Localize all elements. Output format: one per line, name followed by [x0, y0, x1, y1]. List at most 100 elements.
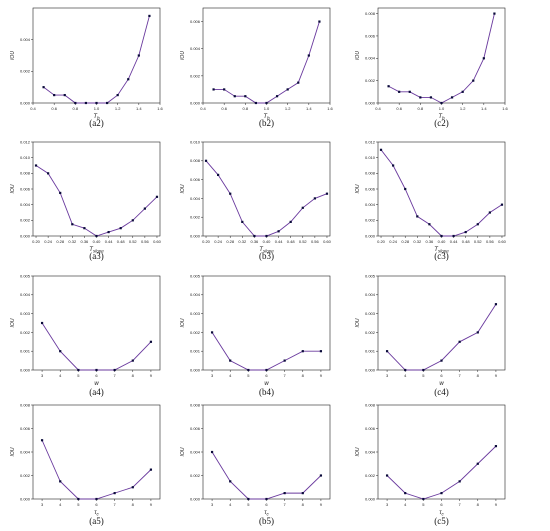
y-tick-label: 0.008: [365, 11, 376, 16]
data-point: [265, 368, 268, 372]
x-tick-label: 0.6: [51, 106, 57, 111]
x-tick-label: 6: [440, 502, 443, 507]
data-point: [422, 368, 425, 372]
series-line: [205, 160, 328, 237]
data-point: [404, 492, 407, 495]
data-point: [472, 79, 475, 82]
panel-label: (a2): [89, 118, 104, 128]
x-tick-label: 0.24: [44, 239, 53, 244]
x-axis-label: w: [94, 381, 99, 387]
x-axis-label-main: T: [93, 114, 98, 120]
y-tick-label: 0.005: [20, 273, 31, 278]
data-point: [105, 101, 109, 105]
x-tick-label: 0.28: [226, 239, 235, 244]
data-point: [476, 331, 479, 334]
data-point: [398, 90, 401, 93]
x-tick-label: 4: [404, 373, 407, 378]
data-point: [387, 85, 390, 88]
data-point: [392, 164, 395, 167]
data-point: [77, 497, 80, 501]
data-point: [116, 93, 119, 97]
x-axis-label-main: T: [263, 114, 268, 120]
y-tick-label: 0.002: [20, 69, 31, 74]
x-axis-label: τc: [439, 510, 444, 517]
y-tick-label: 0.008: [365, 171, 376, 176]
panel-label: (c5): [434, 516, 449, 526]
x-tick-label: 0.44: [105, 239, 114, 244]
data-point: [40, 321, 44, 325]
x-tick-label: 0.56: [141, 239, 150, 244]
x-tick-label: 0.48: [117, 239, 126, 244]
data-point: [59, 350, 62, 353]
y-tick-label: 0.004: [20, 449, 31, 454]
x-tick-label: 1.2: [460, 106, 466, 111]
x-tick-label: 6: [265, 373, 268, 378]
x-tick-label: 3: [386, 502, 389, 507]
x-tick-label: 8: [302, 373, 305, 378]
y-tick-label: 0.004: [365, 202, 376, 207]
y-tick-label: 0.010: [190, 139, 201, 144]
data-point: [416, 215, 419, 218]
y-tick-label: 0.002: [365, 218, 376, 223]
x-tick-label: 1.6: [502, 106, 508, 111]
x-tick-label: 6: [95, 502, 98, 507]
x-tick-label: 0.40: [438, 239, 447, 244]
y-tick-label: 0.000: [190, 367, 201, 372]
x-axis-label-main: w: [439, 381, 444, 387]
data-point: [131, 359, 134, 362]
x-axis-label-main: T: [434, 247, 439, 253]
panel-label: (c2): [434, 118, 449, 128]
plot-frame: [202, 7, 331, 104]
x-tick-label: 9: [495, 373, 498, 378]
x-tick-label: 0.48: [287, 239, 296, 244]
y-tick-label: 0.002: [365, 330, 376, 335]
data-point: [440, 359, 443, 362]
data-point: [113, 492, 116, 495]
data-point: [253, 234, 256, 238]
x-tick-label: 4: [59, 502, 62, 507]
data-point: [149, 340, 153, 343]
data-point: [63, 93, 66, 97]
y-axis-label: IOU: [355, 447, 361, 456]
data-point: [210, 450, 214, 454]
x-axis-label-sub: slope: [438, 249, 449, 254]
x-tick-label: 3: [41, 373, 44, 378]
data-point: [265, 234, 268, 238]
x-tick-label: 1.4: [481, 106, 487, 111]
x-tick-label: 4: [59, 373, 62, 378]
panel-label: (b2): [259, 118, 274, 128]
y-tick-label: 0.006: [365, 186, 376, 191]
data-point: [482, 57, 485, 60]
x-axis-label: Th: [93, 114, 100, 121]
data-point: [488, 211, 491, 214]
x-tick-label: 0.20: [202, 239, 211, 244]
y-tick-label: 0.002: [20, 330, 31, 335]
x-axis-label-sub: c: [97, 512, 100, 517]
series-line: [41, 322, 152, 371]
data-point: [247, 497, 250, 501]
data-point: [440, 234, 443, 238]
data-point: [223, 88, 226, 91]
y-tick-label: 0.004: [365, 449, 376, 454]
x-tick-label: 0.4: [200, 106, 206, 111]
data-point: [440, 101, 443, 105]
chart-b5: 3 4 5 6 7 8 9 0.000 0.002 0.004 0.006 0.008 IOU τc(b5…: [180, 402, 331, 526]
y-tick-label: 0.000: [365, 233, 376, 238]
x-tick-label: 3: [211, 373, 214, 378]
series-line: [41, 440, 152, 500]
x-axis-label-main: τ: [439, 510, 442, 516]
y-tick-label: 0.002: [190, 473, 201, 478]
x-tick-label: 9: [495, 502, 498, 507]
y-tick-label: 0.000: [20, 233, 31, 238]
x-tick-label: 4: [229, 373, 232, 378]
x-tick-label: 8: [302, 502, 305, 507]
y-tick-label: 0.001: [20, 349, 31, 354]
data-point: [379, 148, 383, 151]
data-point: [265, 497, 268, 501]
data-point: [419, 96, 422, 99]
x-tick-label: 8: [477, 373, 480, 378]
y-axis-label: IOU: [355, 318, 361, 327]
x-axis-label-main: T: [259, 247, 264, 253]
x-tick-label: 0.52: [474, 239, 483, 244]
chart-c2: 0.4 0.6 0.8 1.0 1.2 1.4 1.6 0.000 0.002 0.004 0.00…: [355, 7, 509, 128]
